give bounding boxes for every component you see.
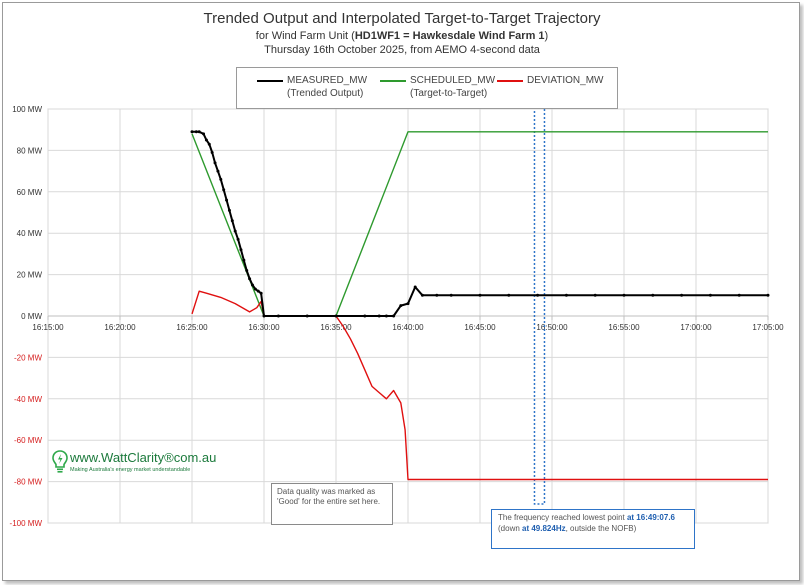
data-point-measured_mw — [242, 258, 246, 262]
x-tick-label: 16:55:00 — [608, 323, 640, 332]
data-point-measured_mw — [536, 293, 540, 297]
frequency-note: The frequency reached lowest point at 16… — [491, 509, 695, 549]
y-tick-label: 80 MW — [17, 146, 43, 155]
data-point-measured_mw — [259, 291, 263, 295]
data-point-measured_mw — [194, 130, 198, 134]
data-point-measured_mw — [507, 293, 511, 297]
data-point-measured_mw — [230, 219, 234, 223]
legend-item-scheduled: SCHEDULED_MW (Target-to-Target) — [410, 75, 496, 99]
data-point-measured_mw — [305, 314, 309, 318]
data-point-measured_mw — [449, 293, 453, 297]
x-tick-label: 17:05:00 — [752, 323, 784, 332]
chart-title: Trended Output and Interpolated Target-t… — [203, 10, 601, 27]
y-tick-label: 40 MW — [17, 229, 43, 238]
data-point-measured_mw — [399, 304, 403, 308]
data-point-measured_mw — [190, 130, 194, 134]
y-tick-label: 100 MW — [12, 105, 42, 114]
legend-item-deviation: DEVIATION_MW — [527, 75, 604, 86]
x-tick-label: 16:35:00 — [320, 323, 352, 332]
data-point-measured_mw — [225, 198, 229, 202]
data-quality-note: Data quality was marked as 'Good' for th… — [271, 483, 393, 525]
data-point-measured_mw — [363, 314, 367, 318]
data-point-measured_mw — [406, 302, 410, 306]
data-point-measured_mw — [207, 142, 211, 146]
data-point-measured_mw — [435, 293, 439, 297]
data-point-measured_mw — [413, 285, 417, 289]
data-point-measured_mw — [478, 293, 482, 297]
data-point-measured_mw — [210, 150, 214, 154]
data-point-measured_mw — [250, 283, 254, 287]
data-point-measured_mw — [216, 169, 220, 173]
data-point-measured_mw — [233, 229, 237, 233]
data-point-measured_mw — [651, 293, 655, 297]
chart-subtitle: for Wind Farm Unit (HD1WF1 = Hawkesdale … — [255, 30, 549, 42]
data-point-measured_mw — [276, 314, 280, 318]
x-tick-label: 16:30:00 — [248, 323, 280, 332]
data-point-measured_mw — [197, 130, 201, 134]
chart-subtitle-date: Thursday 16th October 2025, from AEMO 4-… — [264, 44, 540, 56]
x-tick-label: 16:25:00 — [176, 323, 208, 332]
legend-swatch-measured — [257, 80, 283, 82]
data-point-measured_mw — [248, 277, 252, 281]
legend-swatch-scheduled — [380, 80, 406, 82]
x-tick-label: 16:20:00 — [104, 323, 136, 332]
data-point-measured_mw — [253, 287, 257, 291]
data-point-measured_mw — [236, 237, 240, 241]
data-point-measured_mw — [334, 314, 338, 318]
data-point-measured_mw — [766, 293, 770, 297]
data-point-measured_mw — [420, 293, 424, 297]
data-point-measured_mw — [213, 161, 217, 165]
y-tick-label: -80 MW — [14, 478, 42, 487]
data-point-measured_mw — [680, 293, 684, 297]
data-point-measured_mw — [564, 293, 568, 297]
y-tick-label: 0 MW — [21, 312, 42, 321]
data-point-measured_mw — [222, 188, 226, 192]
data-point-measured_mw — [262, 314, 266, 318]
y-tick-label: -40 MW — [14, 395, 42, 404]
data-point-measured_mw — [202, 132, 206, 136]
x-tick-label: 17:00:00 — [680, 323, 712, 332]
data-point-measured_mw — [245, 268, 249, 272]
brand-tagline: Making Australia's energy market underst… — [70, 467, 191, 473]
legend: MEASURED_MW (Trended Output) SCHEDULED_MW… — [236, 67, 618, 109]
y-tick-label: -20 MW — [14, 353, 42, 362]
series-line-deviation_mw — [191, 290, 768, 481]
data-point-measured_mw — [256, 289, 260, 293]
x-tick-label: 16:15:00 — [32, 323, 64, 332]
data-point-measured_mw — [227, 208, 231, 212]
data-point-measured_mw — [377, 314, 381, 318]
data-point-measured_mw — [737, 293, 741, 297]
legend-swatch-deviation — [497, 80, 523, 82]
data-point-measured_mw — [239, 248, 243, 252]
y-tick-label: -100 MW — [10, 519, 43, 528]
highlight-box — [533, 106, 546, 505]
y-tick-label: 60 MW — [17, 188, 43, 197]
legend-item-measured: MEASURED_MW (Trended Output) — [287, 75, 368, 99]
data-point-measured_mw — [392, 314, 396, 318]
brand-name: www.WattClarity®com.au — [70, 450, 217, 465]
data-point-measured_mw — [384, 314, 388, 318]
data-point-measured_mw — [219, 177, 223, 181]
x-tick-label: 16:50:00 — [536, 323, 568, 332]
y-tick-label: 20 MW — [17, 271, 43, 280]
y-tick-label: -60 MW — [14, 436, 42, 445]
x-tick-label: 16:45:00 — [464, 323, 496, 332]
data-point-measured_mw — [204, 138, 208, 142]
data-point-measured_mw — [708, 293, 712, 297]
data-point-measured_mw — [622, 293, 626, 297]
lightbulb-icon — [52, 450, 68, 473]
data-point-measured_mw — [593, 293, 597, 297]
x-tick-label: 16:40:00 — [392, 323, 424, 332]
